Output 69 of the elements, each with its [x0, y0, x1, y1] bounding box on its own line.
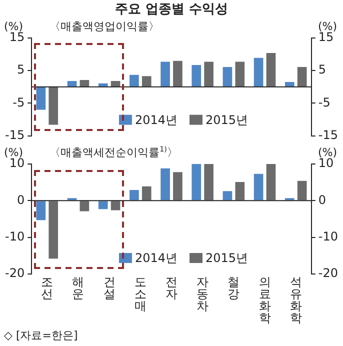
y2-tick-label: -20 — [318, 266, 338, 280]
bar — [254, 174, 264, 200]
bar — [142, 186, 152, 200]
y2-axis-title: (%) — [318, 146, 338, 159]
y-tick-label: 15 — [9, 30, 25, 44]
x-tick-label: 자동차 — [196, 275, 209, 314]
text: ◇ [자료=한은] — [3, 328, 79, 344]
bar — [130, 190, 139, 200]
bar — [192, 65, 202, 87]
bar — [36, 201, 46, 220]
bar — [284, 82, 294, 87]
x-tick-label: 해운 — [72, 275, 84, 302]
x-tick-label: 전자 — [166, 275, 178, 302]
x-tick-label: 철강 — [228, 275, 240, 302]
bar — [235, 182, 245, 200]
y2-tick-label: -15 — [318, 128, 338, 142]
y2-tick-label: 10 — [318, 156, 334, 170]
bar — [254, 58, 264, 87]
y-tick-label: -15 — [4, 128, 25, 142]
bar — [142, 76, 152, 87]
x-tick-label: 의료화학 — [258, 275, 271, 326]
x-tick-label: 석유화학 — [290, 275, 302, 326]
bar — [110, 81, 120, 87]
bar — [160, 168, 170, 200]
bar — [160, 62, 170, 87]
bar — [266, 164, 276, 200]
chart-subtitle: 〈매출액영업이익률〉 — [50, 20, 160, 33]
y-tick-label: -10 — [4, 229, 25, 244]
x-tick-label: 건설 — [103, 275, 116, 302]
bar — [297, 180, 307, 200]
y2-tick-label: -10 — [318, 229, 338, 244]
bar — [130, 74, 139, 87]
bar — [80, 201, 90, 212]
legend-label: 2015년 — [206, 251, 248, 266]
bar — [36, 86, 46, 110]
legend-label: 2014년 — [134, 251, 178, 266]
legend-label: 2015년 — [206, 112, 248, 127]
bar — [222, 191, 232, 200]
y-tick-label: -5 — [12, 95, 25, 110]
y2-tick-label: -5 — [318, 95, 330, 110]
y2-tick-label: 15 — [318, 30, 334, 44]
bar — [204, 164, 214, 200]
y2-tick-label: 5 — [318, 62, 326, 77]
bar — [80, 80, 90, 87]
bar — [67, 81, 77, 87]
bar — [48, 86, 58, 125]
bar — [110, 201, 120, 210]
bar — [222, 67, 232, 87]
bar — [235, 62, 245, 87]
legend-label: 2014년 — [134, 112, 178, 127]
bar — [173, 172, 182, 200]
bar — [192, 164, 202, 200]
bar — [98, 201, 108, 210]
y-tick-label: 5 — [16, 62, 25, 77]
y-axis-title: (%) — [4, 146, 24, 159]
y2-tick-label: 0 — [318, 192, 326, 207]
y-tick-label: 10 — [9, 156, 25, 170]
y-tick-label: -20 — [4, 266, 25, 280]
chart-title: 주요 업종별 수익성 — [114, 1, 230, 19]
bar — [48, 201, 58, 259]
x-tick-label: 조선 — [41, 275, 54, 302]
y2-axis-title: (%) — [318, 20, 338, 33]
x-tick-label: 도소매 — [134, 275, 146, 314]
y-axis-title: (%) — [4, 20, 24, 33]
y-tick-label: 0 — [16, 192, 25, 207]
bar — [297, 67, 307, 87]
bar — [173, 60, 182, 87]
bar — [266, 52, 276, 87]
bar — [204, 62, 214, 87]
